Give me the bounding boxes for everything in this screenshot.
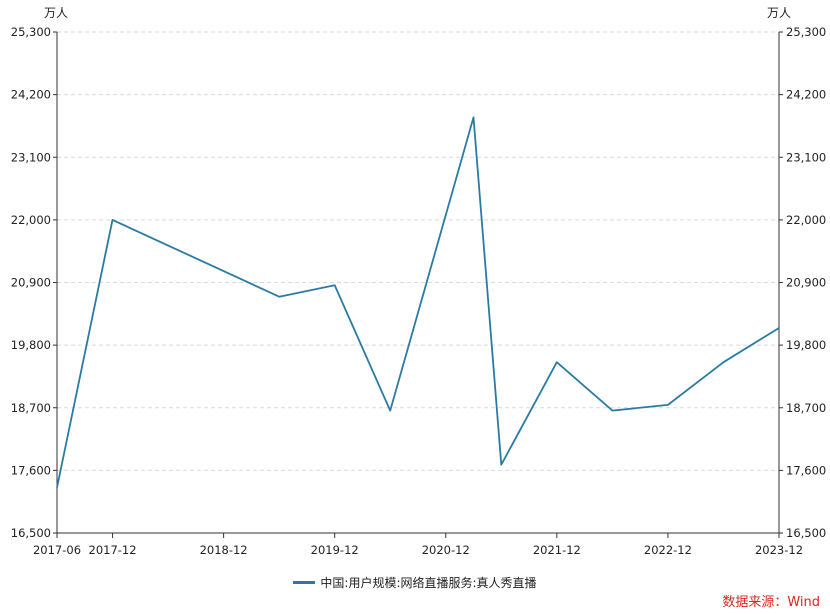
y-tick-label-left: 23,100 <box>11 150 51 164</box>
series-line <box>56 116 780 488</box>
x-tick-label: 2021-12 <box>533 543 581 557</box>
y-tick-label-right: 17,600 <box>786 463 826 477</box>
legend-label: 中国:用户规模:网络直播服务:真人秀直播 <box>320 576 537 590</box>
y-tick-label-right: 22,000 <box>786 213 826 227</box>
y-tick-label-right: 18,700 <box>786 401 826 415</box>
gridlines <box>57 31 779 471</box>
source-note: 数据来源：Wind <box>722 595 820 610</box>
y-tick-label-left: 20,900 <box>11 276 51 290</box>
plot-series <box>56 116 780 488</box>
x-axis-ticks: 2017-06 2017-12 2018-12 2019-12 2020-12 2021-… <box>33 533 803 557</box>
left-axis-unit: 万人 <box>44 6 68 20</box>
y-tick-label-right: 25,300 <box>786 25 826 39</box>
y-tick-label-left: 19,800 <box>11 338 51 352</box>
x-tick-label: 2018-12 <box>200 543 248 557</box>
y-tick-label-left: 24,200 <box>11 88 51 102</box>
y-tick-label-right: 20,900 <box>786 276 826 290</box>
right-axis-unit: 万人 <box>767 6 791 20</box>
x-tick-label: 2022-12 <box>644 543 692 557</box>
y-tick-label-left: 22,000 <box>11 213 51 227</box>
x-tick-label: 2017-12 <box>89 543 137 557</box>
y-tick-label-right: 23,100 <box>786 150 826 164</box>
x-tick-label: 2019-12 <box>311 543 359 557</box>
y-tick-label-right: 19,800 <box>786 338 826 352</box>
legend-swatch <box>293 581 316 584</box>
y-tick-label-right: 16,500 <box>786 526 826 540</box>
y-tick-label-right: 24,200 <box>786 88 826 102</box>
right-axis-ticks: 16,500 17,600 18,700 19,800 20,900 22,000 23,1… <box>779 25 826 540</box>
x-tick-label: 2017-06 <box>33 543 81 557</box>
y-tick-label-left: 16,500 <box>11 526 51 540</box>
left-axis-ticks: 16,500 17,600 18,700 19,800 20,900 22,000 23,1… <box>11 25 57 540</box>
y-tick-label-left: 17,600 <box>11 463 51 477</box>
x-tick-label: 2023-12 <box>755 543 803 557</box>
y-tick-label-left: 18,700 <box>11 401 51 415</box>
y-tick-label-left: 25,300 <box>11 25 51 39</box>
legend: 中国:用户规模:网络直播服务:真人秀直播 <box>0 574 830 591</box>
x-tick-label: 2020-12 <box>422 543 470 557</box>
